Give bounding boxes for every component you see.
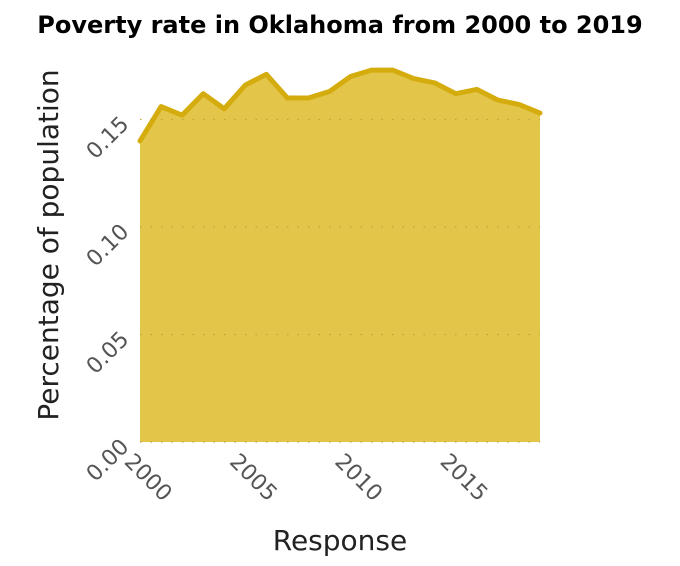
- x-axis-ticks: 2000 2005 2010 2015: [119, 449, 492, 506]
- y-axis-label: Percentage of population: [32, 69, 65, 420]
- plot-area: [137, 67, 543, 442]
- grid-lines: [140, 118, 540, 443]
- x-tick-label: 2015: [435, 449, 492, 506]
- y-tick-label: 0.10: [82, 220, 134, 272]
- series-line: [137, 67, 543, 144]
- x-axis-label: Response: [273, 524, 407, 557]
- x-tick-label: 2005: [224, 449, 281, 506]
- y-axis-ticks: 0.000.050.100.15: [82, 112, 134, 487]
- chart-title: Poverty rate in Oklahoma from 2000 to 20…: [37, 11, 642, 39]
- y-tick-label: 0.15: [82, 112, 134, 164]
- y-tick-label: 0.05: [82, 327, 134, 379]
- area-fill: [140, 70, 540, 442]
- x-tick-label: 2010: [330, 449, 387, 506]
